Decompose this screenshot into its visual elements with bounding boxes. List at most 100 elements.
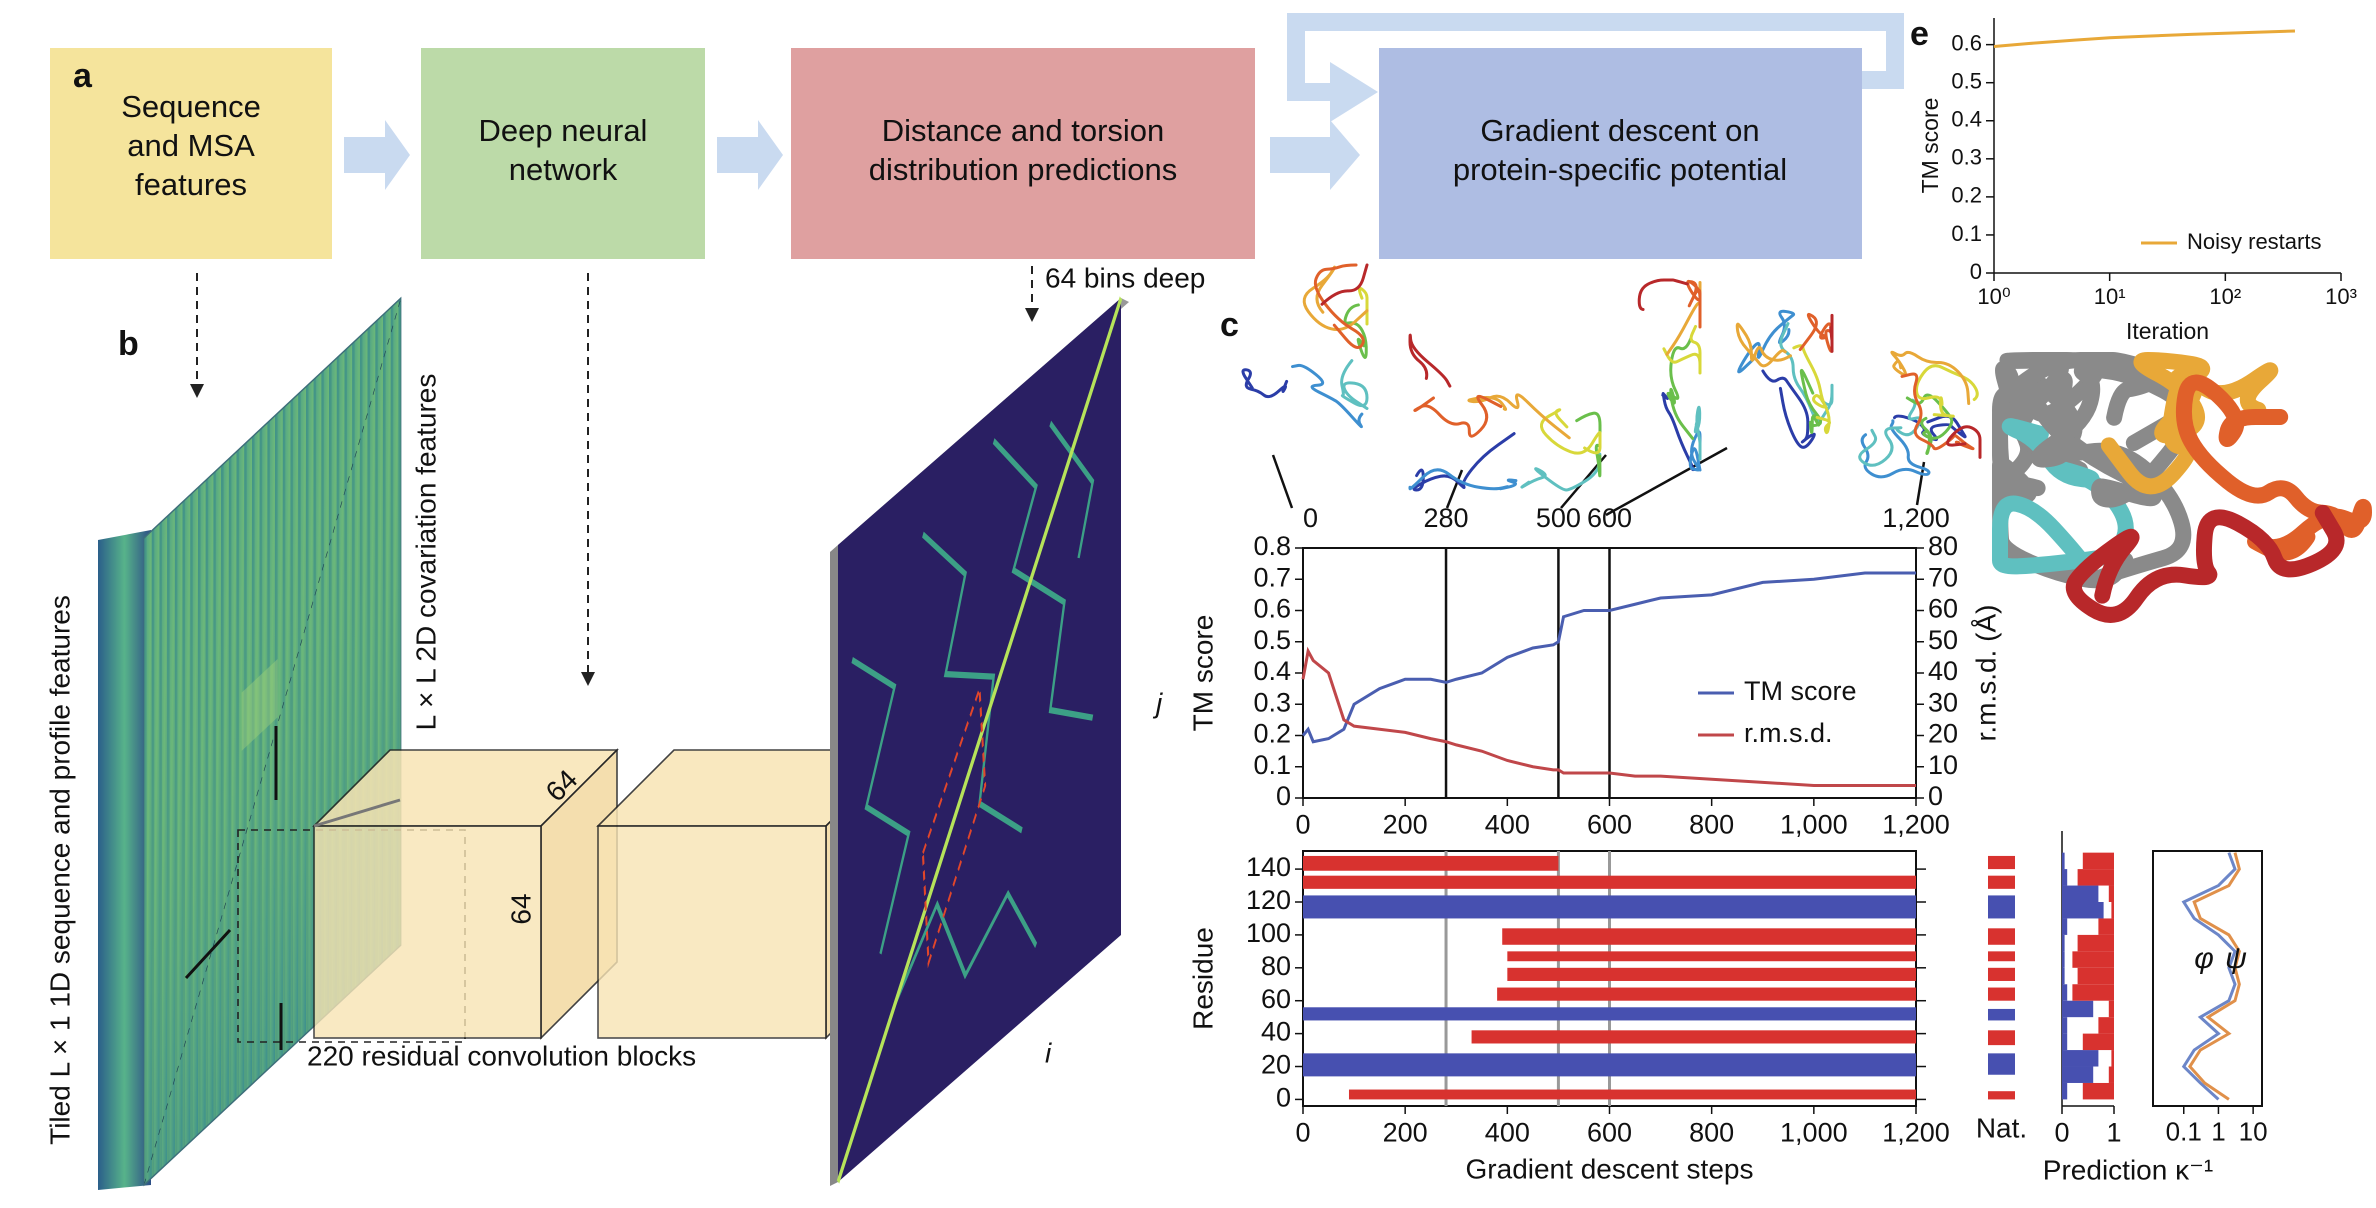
x-tick-label: 400 bbox=[1485, 809, 1530, 839]
protein-chain bbox=[1693, 405, 1702, 461]
bar bbox=[2062, 1000, 2094, 1018]
protein-chain bbox=[1946, 425, 1982, 459]
protein-chain bbox=[1241, 368, 1289, 399]
band bbox=[1988, 1053, 2015, 1075]
protein-chain bbox=[1413, 394, 1503, 438]
series-line bbox=[2187, 852, 2241, 1101]
band bbox=[1507, 967, 1916, 981]
band bbox=[1988, 1008, 2015, 1021]
y2-tick-label: 60 bbox=[1928, 594, 1958, 624]
protein-chain bbox=[1408, 333, 1452, 388]
y2-tick-label: 30 bbox=[1928, 687, 1958, 717]
band bbox=[1471, 1030, 1916, 1044]
y-tick-label: 100 bbox=[1246, 918, 1291, 948]
heatmap-patch bbox=[241, 659, 278, 751]
bar bbox=[2062, 918, 2068, 935]
box-text: Deep neural bbox=[479, 113, 648, 148]
x-axis-label: Prediction κ⁻¹ bbox=[2043, 1154, 2213, 1185]
block-face bbox=[313, 825, 542, 1039]
band bbox=[1303, 895, 1916, 919]
bar bbox=[2062, 1033, 2068, 1051]
protein-chain bbox=[1412, 432, 1516, 492]
protein-chain bbox=[1666, 337, 1695, 440]
series-line bbox=[1301, 646, 1916, 787]
covariation-label: L × L 2D covariation features bbox=[410, 374, 441, 731]
x-tick-label: 0 bbox=[2054, 1117, 2069, 1147]
snapshot-label: 600 bbox=[1587, 503, 1632, 533]
arrow bbox=[1270, 120, 1360, 190]
arrowhead bbox=[190, 384, 204, 398]
y-tick-label: 0 bbox=[1276, 1083, 1291, 1113]
series-line bbox=[1993, 29, 2296, 49]
x-tick-label: 400 bbox=[1485, 1117, 1530, 1147]
y-axis-label: Residue bbox=[1187, 927, 1218, 1030]
bar bbox=[2062, 852, 2065, 870]
y-axis-label: TM score bbox=[1187, 615, 1218, 732]
x-tick-label: 1 bbox=[2106, 1117, 2121, 1147]
x-tick-label: 600 bbox=[1587, 1117, 1632, 1147]
y-tick-label: 0.6 bbox=[1951, 30, 1982, 55]
box bbox=[421, 48, 705, 259]
band bbox=[1988, 1091, 2015, 1100]
y-tick-label: 0.3 bbox=[1253, 687, 1291, 717]
bar bbox=[2077, 869, 2114, 886]
protein-chain bbox=[1798, 312, 1834, 353]
box bbox=[50, 48, 332, 259]
bar bbox=[2082, 1082, 2114, 1100]
protein-chain bbox=[2175, 374, 2372, 561]
box-text: features bbox=[135, 167, 247, 202]
protein-chain bbox=[1799, 368, 1822, 434]
snapshot-label: 0 bbox=[1303, 503, 1318, 533]
y-tick-label: 0.6 bbox=[1253, 594, 1291, 624]
x-tick-label: 1,200 bbox=[1882, 1117, 1950, 1147]
y-tick-label: 0.5 bbox=[1951, 69, 1982, 94]
y-tick-label: 0.2 bbox=[1951, 183, 1982, 208]
x-tick-label: 10 bbox=[2239, 1116, 2268, 1146]
diagonal bbox=[143, 297, 402, 1186]
bar bbox=[2062, 869, 2068, 886]
series-label: ψ bbox=[2225, 942, 2247, 975]
y-tick-label: 0 bbox=[1276, 781, 1291, 811]
bar bbox=[2062, 934, 2065, 952]
bar bbox=[2077, 934, 2114, 952]
y-tick-label: 0.8 bbox=[1253, 531, 1291, 561]
bar bbox=[2062, 967, 2065, 985]
protein-chain bbox=[1408, 468, 1518, 491]
protein-chain bbox=[1737, 309, 1796, 374]
protein-chain bbox=[1735, 322, 1792, 368]
y-tick-label: 0.7 bbox=[1253, 562, 1291, 592]
series-line bbox=[1301, 571, 1916, 744]
y2-tick-label: 10 bbox=[1928, 750, 1958, 780]
panel-label: e bbox=[1910, 15, 1929, 53]
bar bbox=[2062, 1082, 2068, 1100]
snapshot-label: 280 bbox=[1424, 503, 1469, 533]
y-tick-label: 40 bbox=[1261, 1017, 1291, 1047]
bar bbox=[2077, 967, 2114, 985]
protein-chain bbox=[1520, 452, 1602, 492]
x-tick-label: 800 bbox=[1689, 1117, 1734, 1147]
band bbox=[1497, 987, 1916, 1001]
band bbox=[1988, 895, 2015, 919]
series-label: φ bbox=[2194, 942, 2214, 975]
bar bbox=[2062, 1017, 2068, 1034]
x-axis-label: Nat. bbox=[1976, 1112, 2027, 1143]
box-text: Distance and torsion bbox=[882, 113, 1165, 148]
diagonal bbox=[836, 296, 1123, 1184]
axis-j: j bbox=[1152, 687, 1163, 718]
pipeline: Sequence and MSA features Deep neural ne… bbox=[50, 48, 1862, 259]
band bbox=[1988, 928, 2015, 945]
arrowhead bbox=[1025, 308, 1039, 322]
x-tick-label: 1,000 bbox=[1780, 809, 1848, 839]
box-text: distribution predictions bbox=[869, 152, 1177, 187]
contact-band bbox=[851, 657, 911, 955]
protein-chain bbox=[1686, 279, 1702, 329]
bins-label: 64 bins deep bbox=[1045, 262, 1205, 293]
band bbox=[1348, 1089, 1916, 1100]
axis-i: i bbox=[1045, 1037, 1052, 1068]
protein-chain bbox=[1858, 398, 1922, 467]
protein-chain bbox=[1900, 372, 1975, 451]
snapshot-label: 500 bbox=[1536, 503, 1581, 533]
contacts bbox=[851, 420, 1095, 1007]
protein-chain bbox=[1340, 359, 1369, 410]
